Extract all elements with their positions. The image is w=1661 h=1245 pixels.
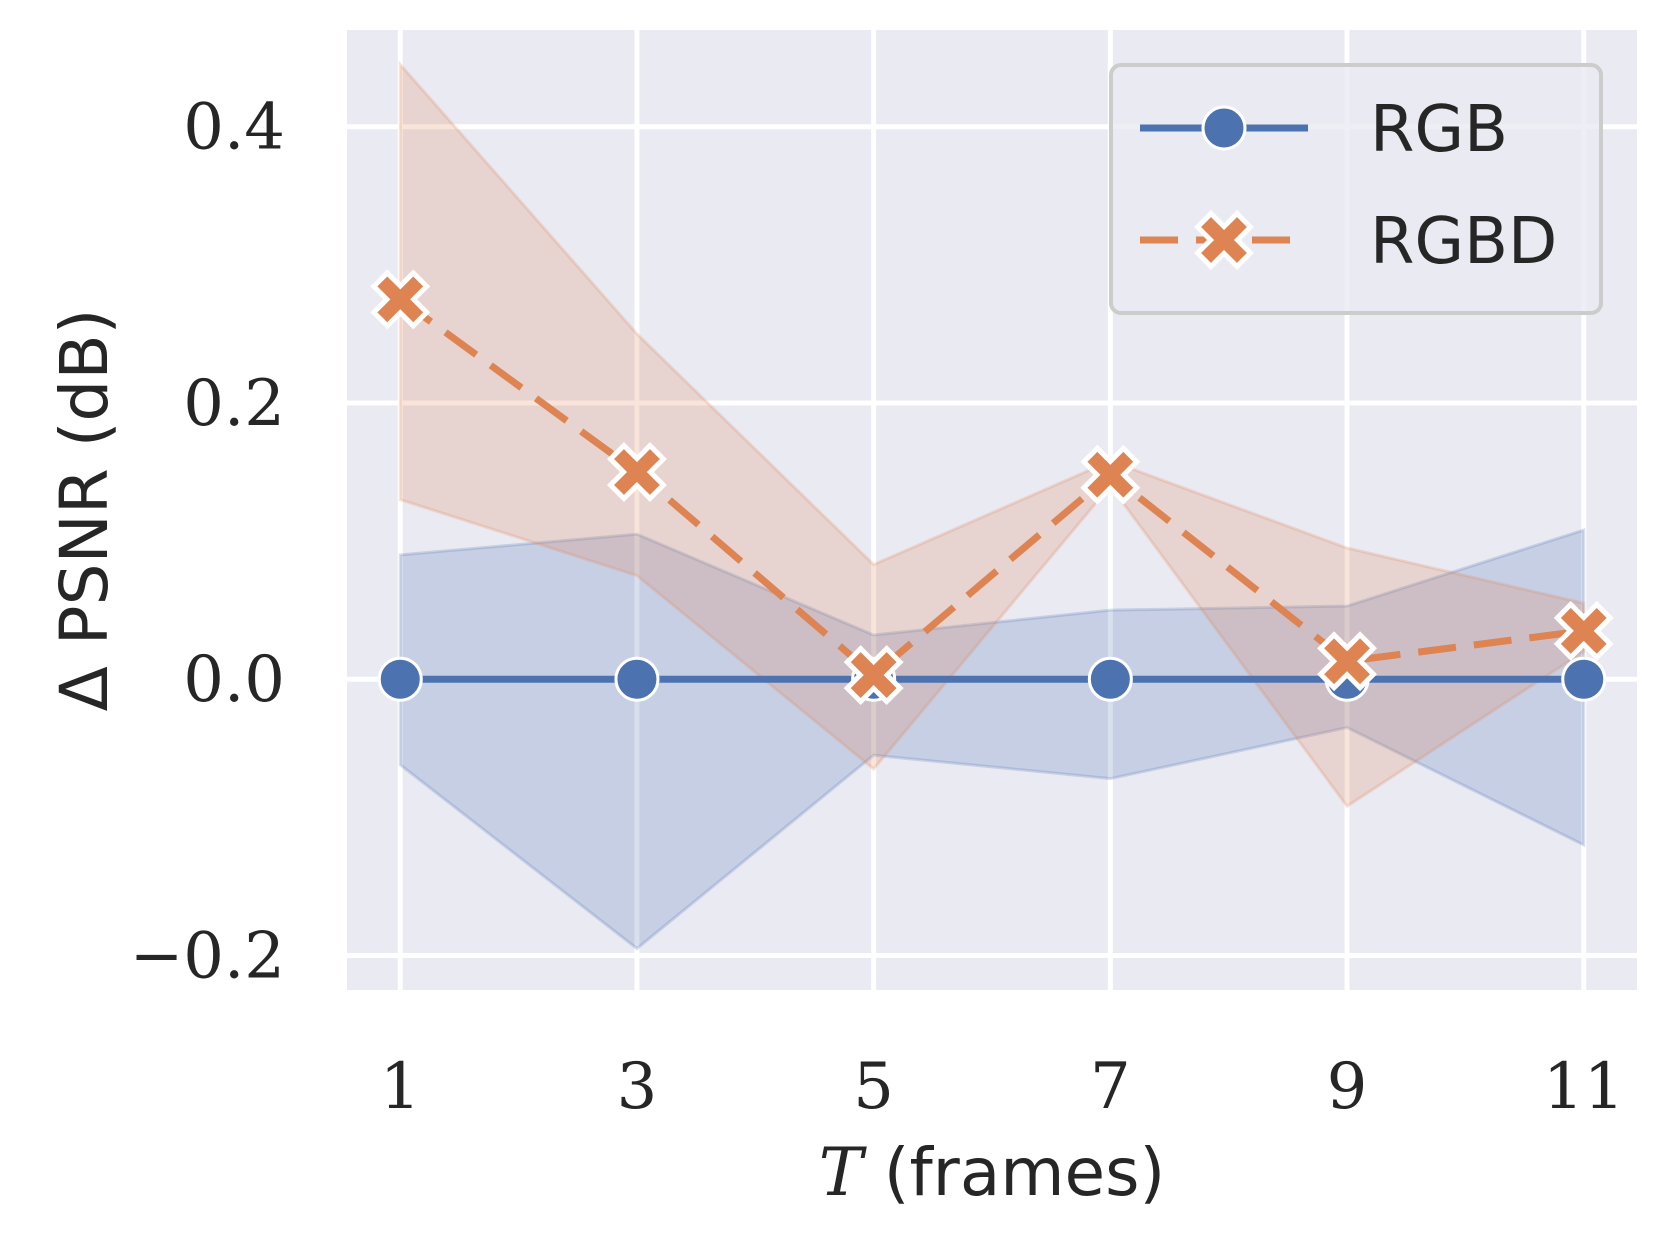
legend-rgbd-label: RGBD bbox=[1370, 205, 1557, 279]
x-axis-variable: T bbox=[819, 1134, 868, 1211]
legend: RGB RGBD bbox=[1109, 63, 1603, 315]
rgbd-series-line bbox=[398, 296, 1585, 679]
rgb-confidence-band bbox=[398, 527, 1586, 951]
x-tick-label: 7 bbox=[1090, 1050, 1131, 1124]
rgb-point bbox=[1087, 656, 1133, 702]
rgbd-point bbox=[377, 276, 424, 323]
x-tick-label: 1 bbox=[380, 1050, 421, 1124]
y-tick-label: 0.2 bbox=[183, 367, 285, 441]
y-tick-label: 0.4 bbox=[183, 91, 285, 165]
rgb-point bbox=[1561, 656, 1607, 702]
rgbd-confidence-band bbox=[398, 60, 1586, 809]
x-tick-label: 11 bbox=[1543, 1050, 1624, 1124]
rgb-point bbox=[377, 656, 423, 702]
confidence-bands bbox=[398, 60, 1586, 951]
legend-rgb-marker bbox=[1201, 105, 1247, 151]
rgb-point bbox=[614, 656, 660, 702]
y-tick-label: −0.2 bbox=[130, 919, 285, 993]
series-markers bbox=[370, 269, 1614, 706]
x-axis-unit: (frames) bbox=[863, 1134, 1166, 1211]
x-tick-labels: 1 3 5 7 9 11 bbox=[380, 1050, 1625, 1124]
rgbd-point bbox=[1087, 451, 1134, 498]
legend-rgbd-marker bbox=[1201, 217, 1247, 263]
y-tick-label: 0.0 bbox=[183, 643, 285, 717]
rgbd-point bbox=[850, 652, 897, 698]
y-tick-labels: −0.2 0.0 0.2 0.4 bbox=[130, 91, 285, 994]
x-tick-label: 3 bbox=[617, 1050, 658, 1124]
x-tick-label: 5 bbox=[853, 1050, 894, 1124]
rgbd-point bbox=[1324, 638, 1370, 685]
legend-rgb-label: RGB bbox=[1370, 93, 1508, 167]
x-axis-title: T (frames) bbox=[819, 1134, 1166, 1211]
x-tick-label: 9 bbox=[1327, 1050, 1368, 1124]
rgbd-point bbox=[1560, 607, 1607, 654]
rgbd-point bbox=[614, 449, 660, 495]
series-lines bbox=[398, 296, 1585, 683]
y-axis-title: Δ PSNR (dB) bbox=[46, 309, 123, 712]
